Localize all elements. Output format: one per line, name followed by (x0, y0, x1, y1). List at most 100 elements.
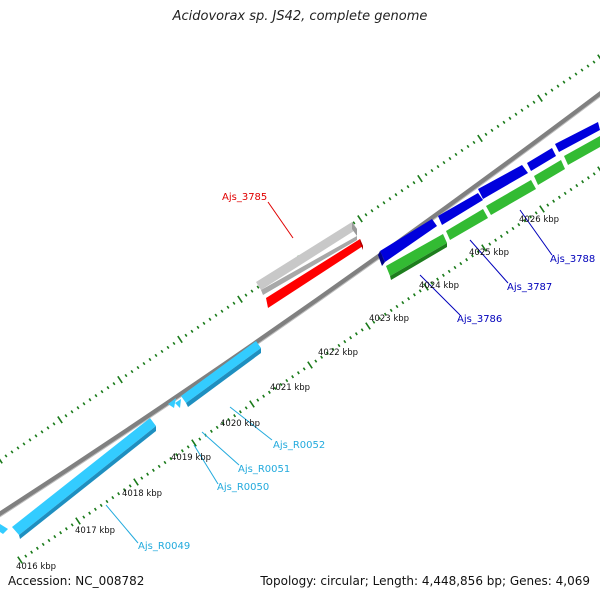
minor-tick (136, 365, 140, 370)
minor-tick (10, 450, 14, 454)
minor-tick (4, 454, 8, 458)
minor-tick (100, 390, 104, 394)
minor-tick (186, 445, 190, 449)
minor-tick (383, 312, 387, 316)
minor-tick (581, 180, 585, 184)
minor-tick (574, 72, 578, 76)
genome-backbone (0, 90, 600, 517)
minor-tick (505, 230, 509, 235)
minor-tick (41, 542, 45, 547)
minor-tick (221, 421, 225, 426)
minor-tick (106, 386, 110, 390)
minor-tick (532, 100, 536, 104)
minor-tick (370, 209, 374, 213)
gene-label-ajs-3787[interactable]: Ajs_3787 (507, 282, 552, 293)
gene-label-ajs-r0049[interactable]: Ajs_R0049 (138, 541, 190, 552)
major-tick (597, 166, 600, 172)
minor-tick (209, 429, 213, 433)
minor-tick (53, 534, 57, 539)
gene-label-ajs-3785[interactable]: Ajs_3785 (222, 192, 267, 203)
minor-tick (99, 503, 103, 508)
minor-tick (337, 343, 341, 348)
minor-tick (215, 425, 219, 430)
minor-tick (148, 357, 152, 362)
minor-tick (460, 148, 464, 153)
major-tick (477, 134, 483, 143)
minor-tick (412, 181, 416, 185)
kbp-label: 4026 kbp (519, 215, 559, 225)
minor-tick (180, 449, 184, 453)
minor-tick (430, 168, 434, 173)
minor-tick (592, 172, 596, 176)
gene-label-ajs-r0051[interactable]: Ajs_R0051 (238, 464, 290, 475)
minor-tick (586, 64, 590, 68)
minor-tick (447, 269, 451, 274)
minor-tick (488, 242, 492, 246)
minor-tick (376, 205, 380, 209)
minor-tick (76, 406, 80, 410)
kbp-labels: 4016 kbp 4017 kbp 4018 kbp 4019 kbp 4020… (16, 215, 559, 572)
minor-tick (64, 527, 68, 531)
minor-tick (575, 183, 579, 188)
minor-tick (124, 373, 128, 378)
gene-cyan-series[interactable] (0, 341, 261, 539)
major-tick (57, 416, 63, 424)
minor-tick (320, 355, 324, 359)
minor-tick (349, 336, 353, 340)
major-tick (17, 556, 23, 564)
minor-tick (16, 446, 20, 450)
minor-tick (436, 277, 440, 281)
minor-tick (220, 309, 224, 313)
major-tick (307, 361, 313, 369)
minor-tick (172, 341, 176, 346)
minor-tick (273, 386, 277, 391)
minor-tick (523, 219, 527, 223)
major-tick (481, 244, 487, 252)
minor-tick (490, 128, 494, 132)
gene-label-ajs-3786[interactable]: Ajs_3786 (457, 314, 502, 325)
minor-tick (364, 213, 368, 217)
minor-tick (262, 394, 266, 398)
minor-tick (64, 414, 68, 418)
kbp-label: 4019 kbp (171, 453, 211, 463)
major-tick (597, 54, 600, 60)
minor-tick (476, 250, 480, 254)
minor-tick (459, 261, 463, 266)
major-tick (75, 517, 81, 525)
minor-tick (520, 108, 524, 112)
minor-tick (30, 550, 34, 554)
minor-tick (563, 191, 567, 196)
minor-tick (441, 273, 445, 277)
genome-backbone-shadow (0, 96, 600, 518)
minor-tick (466, 144, 470, 149)
leader-lines (105, 201, 553, 544)
minor-tick (112, 382, 116, 386)
kbp-label: 4017 kbp (75, 526, 115, 536)
minor-tick (105, 499, 109, 504)
gene-green-series[interactable] (386, 136, 600, 280)
gene-label-ajs-r0052[interactable]: Ajs_R0052 (273, 440, 325, 451)
minor-tick (465, 258, 469, 262)
minor-tick (291, 375, 295, 379)
minor-tick (302, 367, 306, 371)
minor-tick (70, 410, 74, 414)
gene-label-ajs-3788[interactable]: Ajs_3788 (550, 254, 595, 265)
gene-blue-series[interactable] (378, 122, 600, 266)
minor-tick (511, 226, 515, 231)
kbp-label: 4021 kbp (270, 383, 310, 393)
minor-tick (586, 176, 590, 180)
gene-ajs-3785-red[interactable] (266, 239, 363, 308)
minor-tick (94, 394, 98, 398)
major-tick (539, 205, 545, 213)
minor-tick (46, 426, 50, 430)
minor-tick (34, 434, 38, 438)
minor-tick (202, 321, 206, 325)
kbp-label: 4022 kbp (318, 348, 358, 358)
gene-ajs-3785-gray[interactable] (256, 222, 357, 295)
gene-label-ajs-r0050[interactable]: Ajs_R0050 (217, 482, 269, 493)
minor-tick (382, 201, 386, 205)
minor-tick (407, 297, 411, 301)
minor-tick (59, 531, 63, 535)
minor-tick (388, 197, 392, 201)
minor-tick (430, 281, 434, 285)
